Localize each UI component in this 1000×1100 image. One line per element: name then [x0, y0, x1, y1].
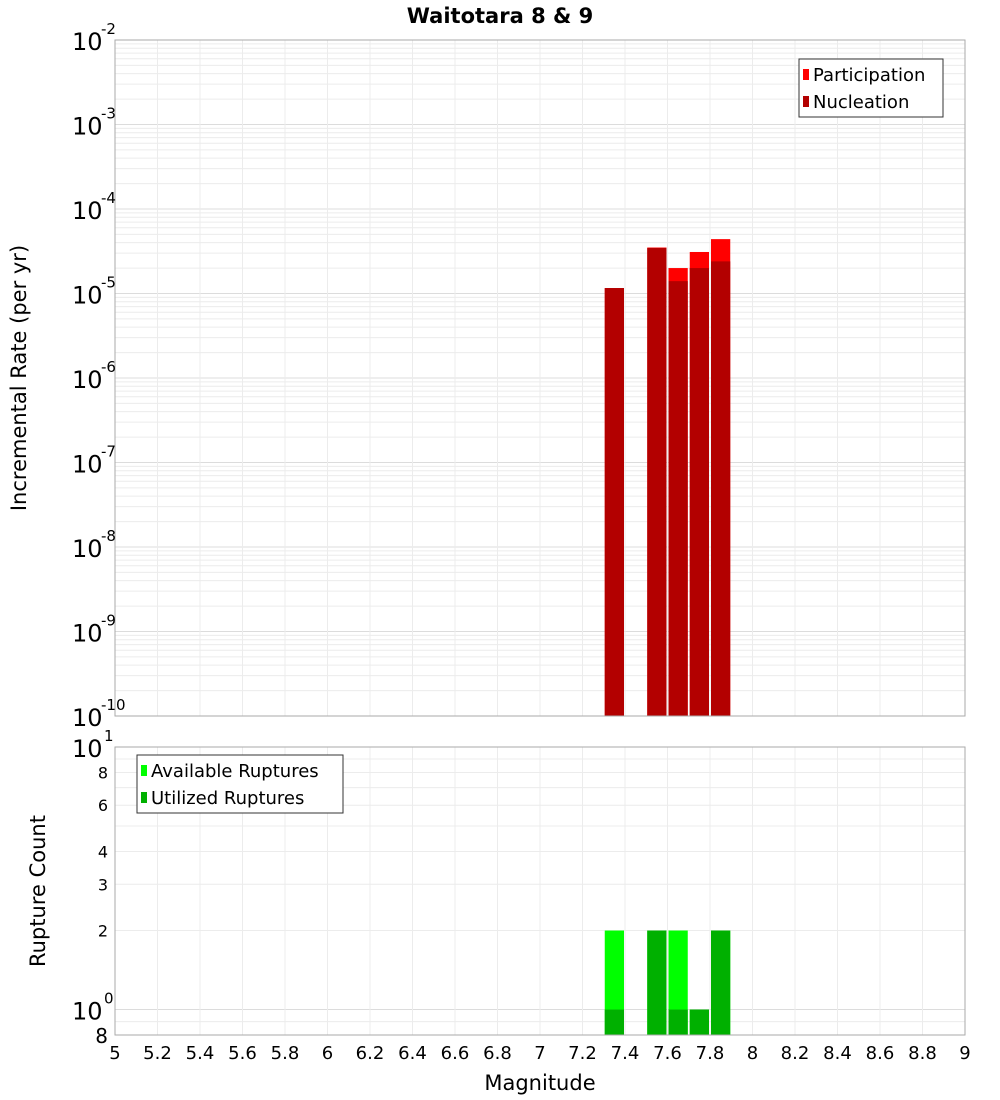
x-tick-label: 7.2	[568, 1043, 597, 1064]
bar-utilized-ruptures	[647, 930, 667, 1035]
legend	[798, 58, 944, 118]
x-tick-label: 6.4	[398, 1043, 427, 1064]
bar-nucleation	[604, 288, 624, 716]
y-tick-exponent: -5	[101, 274, 116, 292]
x-tick-label: 9	[959, 1043, 970, 1064]
y-tick-label: 10	[72, 735, 103, 763]
y-tick-exponent: -9	[101, 612, 116, 630]
y-tick-label: 6	[98, 796, 108, 815]
y-tick-label: 10	[72, 197, 103, 225]
bar-nucleation	[689, 268, 709, 716]
y-tick-label: 3	[98, 875, 108, 894]
bar-utilized-ruptures	[604, 1009, 624, 1035]
x-tick-label: 8.4	[823, 1043, 852, 1064]
legend-label: Nucleation	[813, 92, 909, 113]
bar-available-ruptures	[604, 930, 624, 1035]
plot-border	[114, 39, 966, 717]
bar-utilized-ruptures	[668, 1009, 688, 1035]
x-tick-label: 5.2	[143, 1043, 172, 1064]
x-tick-label: 8	[747, 1043, 758, 1064]
x-axis-label: Magnitude	[484, 1071, 595, 1095]
y-tick-exponent: 0	[104, 990, 114, 1008]
bar-available-ruptures	[668, 930, 688, 1035]
x-tick-label: 8.8	[908, 1043, 937, 1064]
y-tick-label: 2	[98, 922, 108, 941]
x-tick-label: 7.8	[696, 1043, 725, 1064]
y-tick-exponent: -7	[101, 443, 116, 461]
x-tick-label: 7	[534, 1043, 545, 1064]
y-tick-exponent: -8	[101, 527, 116, 545]
y-tick-label: 10	[72, 620, 103, 648]
y-tick-label: 8	[95, 1024, 108, 1048]
x-tick-label: 7.6	[653, 1043, 682, 1064]
plot-border	[114, 746, 966, 1036]
top-y-axis-label: Incremental Rate (per yr)	[7, 245, 31, 511]
y-tick-label: 10	[72, 535, 103, 563]
y-tick-label: 4	[98, 842, 108, 861]
y-tick-label: 10	[72, 113, 103, 141]
y-tick-label: 10	[72, 282, 103, 310]
legend-swatch	[803, 69, 809, 80]
legend-swatch	[141, 765, 147, 776]
bar-nucleation	[668, 281, 688, 716]
y-tick-label: 8	[98, 763, 108, 782]
x-tick-label: 5.4	[186, 1043, 215, 1064]
x-tick-label: 8.2	[781, 1043, 810, 1064]
y-tick-label: 10	[72, 451, 103, 479]
y-tick-exponent: -4	[101, 189, 116, 207]
y-tick-label: 10	[72, 998, 103, 1026]
bar-utilized-ruptures	[689, 1009, 709, 1035]
legend-label: Participation	[813, 65, 925, 86]
y-tick-label: 10	[72, 366, 103, 394]
legend-label: Available Ruptures	[151, 761, 319, 782]
bar-nucleation	[647, 248, 667, 716]
x-tick-label: 5.8	[271, 1043, 300, 1064]
bar-utilized-ruptures	[711, 930, 731, 1035]
legend-swatch	[803, 96, 809, 107]
x-tick-label: 5.6	[228, 1043, 257, 1064]
x-tick-label: 5	[109, 1043, 120, 1064]
x-tick-label: 6.6	[441, 1043, 470, 1064]
chart-title: Waitotara 8 & 9	[407, 4, 593, 28]
x-tick-label: 6.2	[356, 1043, 385, 1064]
y-tick-exponent: -3	[101, 105, 116, 123]
y-tick-exponent: -10	[101, 696, 126, 714]
y-tick-label: 10	[72, 28, 103, 56]
legend	[136, 754, 344, 814]
x-tick-label: 8.6	[866, 1043, 895, 1064]
bottom-y-axis-label: Rupture Count	[26, 815, 50, 967]
y-tick-exponent: -2	[101, 20, 116, 38]
y-tick-label: 10	[72, 704, 103, 732]
legend-swatch	[141, 792, 147, 803]
y-tick-exponent: -6	[101, 358, 116, 376]
bar-nucleation	[711, 261, 731, 716]
x-tick-label: 6.8	[483, 1043, 512, 1064]
x-tick-label: 7.4	[611, 1043, 640, 1064]
x-tick-label: 6	[322, 1043, 333, 1064]
y-tick-exponent: 1	[104, 727, 114, 745]
legend-label: Utilized Ruptures	[151, 788, 304, 809]
